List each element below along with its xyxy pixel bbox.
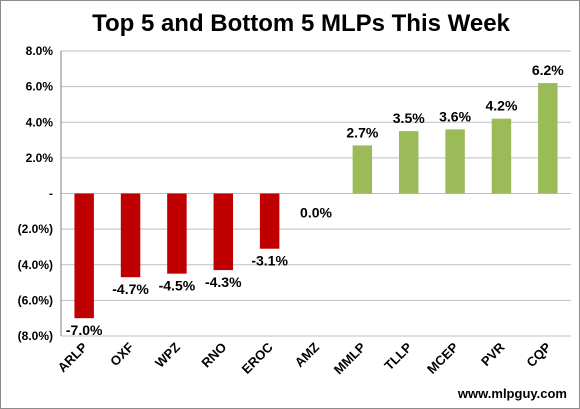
bar-tllp xyxy=(398,131,419,194)
data-label: -4.5% xyxy=(159,278,196,294)
bar-mmlp xyxy=(352,145,373,194)
data-label: 2.7% xyxy=(346,124,378,140)
x-tick-label: WPZ xyxy=(152,339,183,370)
data-label: 0.0% xyxy=(300,205,332,221)
y-tick-label: (8.0%) xyxy=(18,329,53,343)
x-tick-label: CQP xyxy=(523,339,554,370)
x-tick-label: AMZ xyxy=(292,339,323,370)
x-tick-label: ARLP xyxy=(55,339,91,375)
bar-oxf xyxy=(120,193,141,278)
bar-cqp xyxy=(538,83,558,194)
chart-title: Top 5 and Bottom 5 MLPs This Week xyxy=(92,10,510,37)
data-label: -4.3% xyxy=(205,274,242,290)
data-label: -7.0% xyxy=(66,322,103,338)
bar-wpz xyxy=(167,193,187,274)
bar-pvr xyxy=(491,118,512,194)
data-label: 4.2% xyxy=(485,98,517,114)
data-label: -4.7% xyxy=(112,281,149,297)
bars xyxy=(74,83,558,319)
y-tick-label: (2.0%) xyxy=(18,222,53,236)
x-tick-label: EROC xyxy=(239,339,277,377)
x-tick-label: RNO xyxy=(198,340,229,371)
data-label: 6.2% xyxy=(532,62,564,78)
bar-mcep xyxy=(445,129,465,194)
x-axis-ticks: ARLP OXF WPZ RNO EROC AMZ MMLP TLLP MCEP PVR CQP xyxy=(55,339,554,377)
data-label: 3.5% xyxy=(393,110,425,126)
data-label: 3.6% xyxy=(439,108,471,124)
x-tick-label: MMLP xyxy=(331,339,369,377)
x-tick-label: PVR xyxy=(478,339,508,369)
y-tick-label: 4.0% xyxy=(26,115,54,129)
x-tick-label: OXF xyxy=(107,339,137,369)
y-tick-label: 6.0% xyxy=(26,80,54,94)
y-tick-label: 2.0% xyxy=(26,151,54,165)
gridlines xyxy=(60,50,571,337)
x-tick-label: TLLP xyxy=(381,339,415,373)
bar-rno xyxy=(213,193,234,271)
data-label: -3.1% xyxy=(251,253,288,269)
data-labels: -7.0% -4.7% -4.5% -4.3% -3.1% 0.0% 2.7% 3.5% 3.6… xyxy=(66,62,564,338)
y-tick-label: 8.0% xyxy=(26,44,54,58)
source-text: www.mlpguy.com xyxy=(457,386,567,401)
x-tick-label: MCEP xyxy=(424,339,461,376)
y-tick-label: (4.0%) xyxy=(18,258,53,272)
y-axis-ticks: 8.0% 6.0% 4.0% 2.0% - (2.0%) (4.0%) (6.0%) (8.0%… xyxy=(18,44,54,343)
bar-arlp xyxy=(74,193,94,319)
bar-eroc xyxy=(259,193,280,249)
y-tick-label: - xyxy=(49,187,53,201)
y-tick-label: (6.0%) xyxy=(18,293,53,307)
